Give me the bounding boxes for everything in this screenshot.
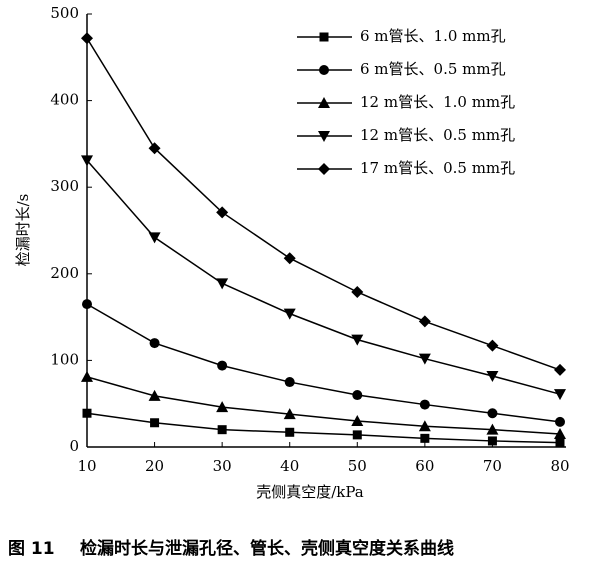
marker (352, 390, 363, 401)
marker (418, 420, 431, 432)
y-tick-label: 100 (50, 350, 79, 368)
marker (555, 438, 565, 448)
marker (418, 315, 431, 328)
marker (486, 339, 499, 352)
x-tick-label: 10 (77, 457, 96, 475)
series-line (86, 412, 561, 444)
y-axis-label: 检漏时长/s (14, 194, 32, 267)
marker (351, 285, 364, 298)
marker (82, 299, 92, 310)
legend-label: 12 m管长、1.0 mm孔 (360, 93, 515, 111)
marker (554, 428, 566, 440)
legend-label: 6 m管长、0.5 mm孔 (360, 60, 506, 78)
legend-label: 17 m管长、0.5 mm孔 (360, 159, 515, 177)
series-line (86, 303, 561, 423)
marker (486, 423, 499, 435)
marker (81, 155, 93, 167)
marker (487, 408, 498, 419)
figure-label: 图 11 (8, 539, 55, 559)
marker (148, 389, 161, 401)
marker (81, 370, 93, 382)
marker (318, 131, 330, 142)
marker (217, 425, 227, 435)
series-line (86, 37, 561, 371)
x-tick-label: 20 (145, 457, 164, 475)
x-tick-label: 30 (213, 457, 232, 475)
marker (149, 338, 160, 349)
x-tick-label: 70 (483, 457, 502, 475)
marker (283, 408, 296, 420)
marker (487, 436, 497, 446)
legend-label: 6 m管长、1.0 mm孔 (360, 27, 506, 45)
marker (82, 408, 92, 418)
marker (420, 433, 430, 443)
marker (283, 308, 296, 320)
y-tick-label: 200 (50, 264, 79, 282)
legend-label: 12 m管长、0.5 mm孔 (360, 126, 515, 144)
x-tick-label: 80 (550, 457, 569, 475)
y-tick-label: 0 (69, 437, 79, 455)
series-line (86, 159, 561, 395)
marker (216, 278, 229, 290)
marker (318, 163, 330, 175)
x-tick-label: 60 (415, 457, 434, 475)
y-tick-label: 400 (50, 91, 79, 109)
marker (318, 97, 330, 108)
y-tick-label: 300 (50, 177, 79, 195)
y-tick-label: 500 (50, 4, 79, 22)
marker (351, 334, 364, 346)
marker (418, 353, 431, 365)
marker (352, 430, 362, 440)
marker (486, 370, 499, 382)
marker (284, 377, 295, 388)
marker (319, 65, 329, 75)
x-tick-label: 40 (280, 457, 299, 475)
marker (216, 401, 229, 413)
marker (555, 416, 565, 427)
series-line (86, 376, 561, 435)
x-axis-label: 壳侧真空度/kPa (256, 483, 364, 501)
marker (148, 142, 161, 155)
marker (285, 427, 295, 437)
marker (150, 418, 160, 428)
marker (554, 363, 566, 376)
marker (81, 32, 93, 45)
marker (419, 399, 430, 410)
figure-caption: 检漏时长与泄漏孔径、管长、壳侧真空度关系曲线 (80, 538, 454, 559)
marker (554, 389, 566, 401)
marker (216, 206, 229, 219)
marker (217, 360, 228, 371)
marker (319, 32, 329, 42)
marker (283, 252, 296, 265)
x-tick-label: 50 (348, 457, 367, 475)
marker (351, 415, 364, 427)
marker (148, 232, 161, 244)
